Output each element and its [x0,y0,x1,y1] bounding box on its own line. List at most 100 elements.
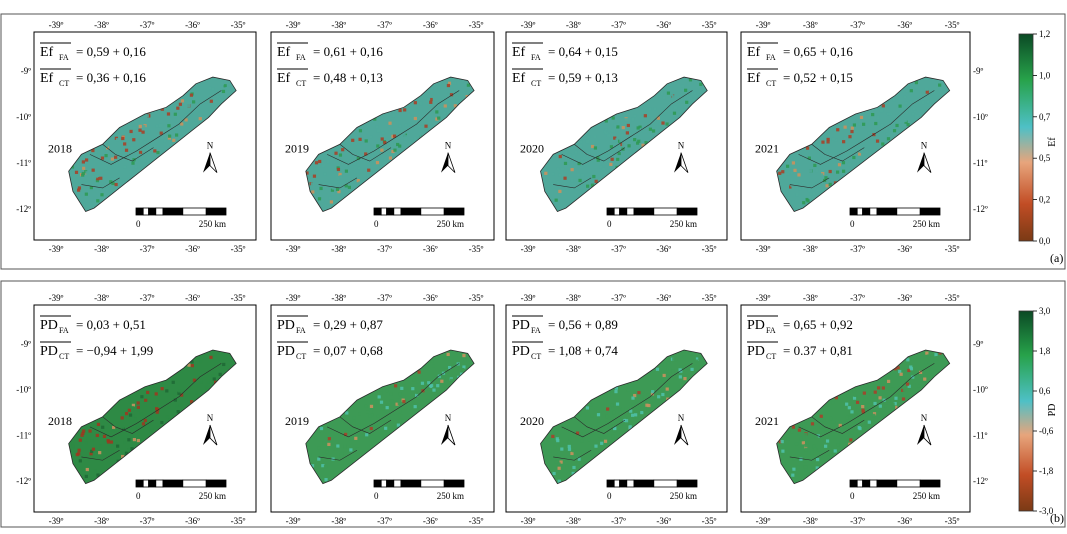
map-pixel [651,129,656,133]
map-pixel [848,123,852,127]
map-pixel [356,179,360,183]
map-pixel [165,415,170,419]
lon-tick-label: -36º [423,244,438,254]
map-pixel [403,135,408,139]
map-pixel [671,95,675,99]
map-pixel [624,419,629,423]
mean-equation: Ef FA = 0,64 + 0,15 [512,42,618,62]
map-pixel [624,118,628,122]
equation-value: = 0,61 + 0,16 [313,44,383,59]
map-pixel [603,439,608,443]
map-pixel [791,186,795,190]
map-pixel [906,358,910,362]
map-pixel [105,180,109,184]
map-pixel [815,168,819,173]
map-pixel [325,450,329,454]
map-pixel [616,157,620,162]
map-pixel [619,424,623,428]
scale-bar-segment [676,207,698,216]
map-pixel [568,437,572,441]
subregion-boundary [561,363,693,438]
map-pixel [587,438,591,442]
map-pixel [841,169,846,173]
scale-bar-segment [613,207,621,216]
map-pixel [781,170,785,174]
map-pixel [319,426,324,431]
scale-bar-segment [676,479,698,488]
equation-variable: Ef [40,71,54,86]
map-pixel [389,392,393,396]
map-pixel [397,395,401,399]
map-pixel [559,460,563,464]
map-pixel [338,153,343,157]
map-pixel [150,428,154,432]
map-pixel [176,106,180,110]
map-pixel [812,191,816,196]
map-pixel [172,138,176,142]
north-arrow-icon [209,424,218,446]
map-pixel [442,384,447,388]
map-pixel [653,107,657,111]
map-pixel [849,413,853,417]
map-pixel [221,89,226,94]
map-pixel [404,123,408,127]
map-pixel [857,426,861,430]
row-b-panels: -39º -38º -37º -36º -35º -39º -38º -37º -36º -35º… [16,293,988,526]
map-pixel [369,404,374,409]
map-pixel [552,471,556,476]
map-pixel [115,138,120,142]
north-arrow-icon [447,424,456,446]
mean-equation: PD CT = 0.37 + 0,81 [747,341,853,361]
map-pixel [911,87,915,92]
map-pixel [123,142,127,146]
map-pixel [880,414,884,418]
map-pixel [416,391,420,395]
map-pixel [582,156,586,160]
map-pixel [417,370,421,374]
scale-bar-segment [148,479,157,488]
map-pixel [423,117,427,121]
map-pixel [72,462,76,466]
map-pixel [95,433,99,438]
map-pixel [861,410,865,414]
subregion-boundary [553,177,592,189]
map-pixel [852,388,856,393]
map-pixel [558,189,562,194]
map-pixel [76,160,80,164]
map-pixel [143,140,147,144]
map-pixel [795,153,799,157]
colorbar-ticks: 3,0 1,8 0,6 -0,6 -1,8 -3,0 [1033,306,1054,516]
map-pixel [927,356,931,360]
map-pixel [634,413,638,417]
map-pixel [872,413,876,418]
lon-tick-label: -38º [94,516,109,526]
map-pixel [222,362,226,367]
colorbar-tick-label: 0,5 [1039,153,1051,163]
map-pixel [435,110,439,114]
lon-tick-label: -36º [423,20,438,30]
scale-bar-segment [856,479,864,488]
colorbar-tick-label: 1,0 [1039,70,1051,80]
map-pixel [615,138,619,142]
map-pixel [917,81,921,86]
map-pixel [877,386,881,390]
map-pixel [74,170,79,174]
map-pixel [852,155,856,160]
map-pixel [128,157,133,161]
map-pixel [214,77,218,81]
map-pixel [925,363,930,368]
region-base [776,77,950,212]
map-pixel [85,171,89,175]
scale-bar-segment [653,479,678,488]
map-pixel [617,151,621,156]
map-pixel [324,478,328,482]
map-pixel [888,112,893,116]
map-pixel [350,404,354,408]
region-outline [68,349,237,485]
map-pixel [886,137,891,141]
map-pixel [699,357,703,361]
map-pixel [554,198,558,202]
map-pixel [826,140,830,144]
map-pixel [336,444,340,448]
map-pixel [326,159,330,164]
